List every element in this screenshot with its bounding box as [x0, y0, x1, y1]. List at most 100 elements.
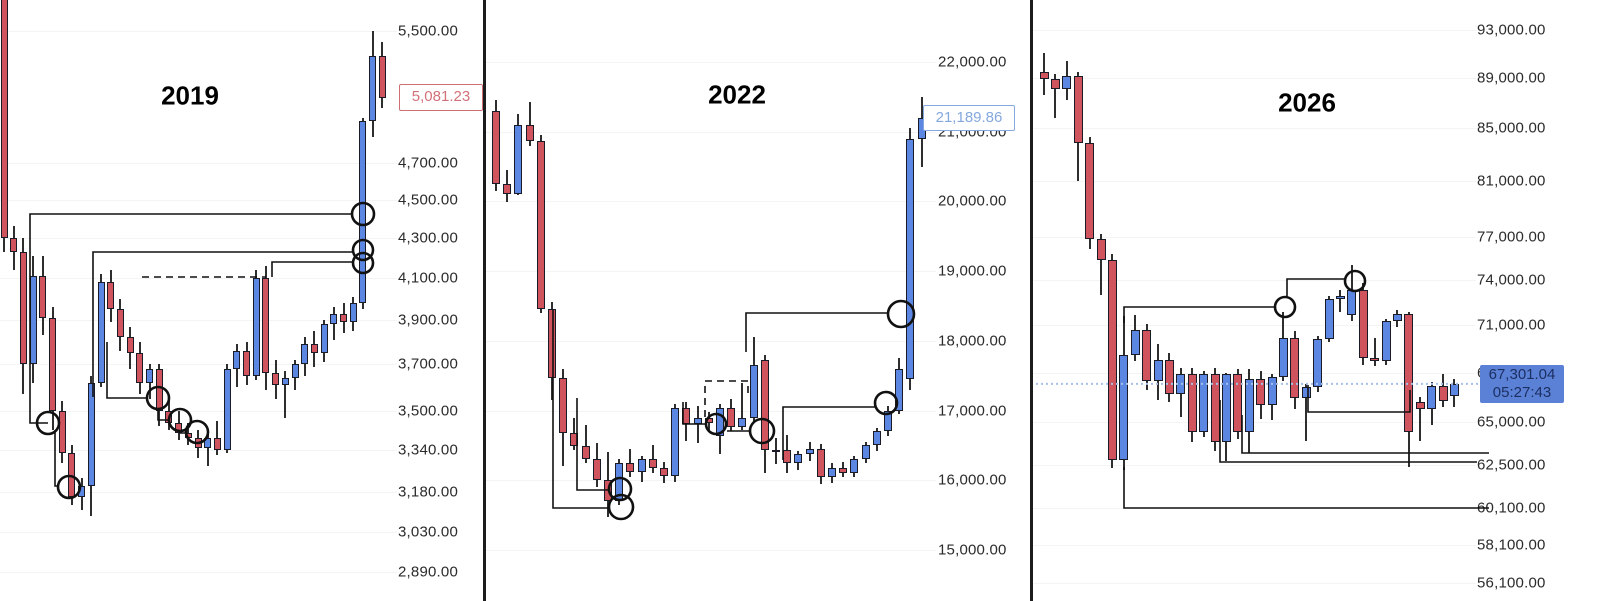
- candle: [570, 432, 579, 447]
- gridline: [1033, 325, 1476, 326]
- gridline: [0, 572, 397, 573]
- price-axis-label[interactable]: 2,890.00: [398, 563, 458, 581]
- gridline: [0, 492, 397, 493]
- price-axis-label[interactable]: 17,000.00: [938, 402, 1007, 420]
- candle: [1176, 374, 1186, 394]
- gridline: [1033, 465, 1476, 466]
- price-axis-label[interactable]: 19,000.00: [938, 262, 1007, 280]
- candle: [340, 313, 347, 323]
- price-axis-label[interactable]: 71,000.00: [1477, 316, 1546, 334]
- gridline: [486, 132, 936, 133]
- candle: [1370, 358, 1380, 362]
- candle: [1153, 359, 1163, 381]
- price-axis-label[interactable]: 3,700.00: [398, 355, 458, 373]
- price-axis-label[interactable]: 65,000.00: [1477, 413, 1546, 431]
- price-axis-label[interactable]: 3,180.00: [398, 483, 458, 501]
- price-axis-label[interactable]: 85,000.00: [1477, 119, 1546, 137]
- candle: [126, 337, 134, 353]
- candle: [1187, 374, 1197, 433]
- price-axis-label[interactable]: 58,100.00: [1477, 536, 1546, 554]
- panel-title-2026: 2026: [1278, 87, 1336, 118]
- candle: [805, 448, 814, 454]
- candle: [223, 368, 231, 451]
- gridline: [1033, 280, 1476, 281]
- price-axis-label[interactable]: 3,340.00: [398, 441, 458, 459]
- price-axis-label[interactable]: 74,000.00: [1477, 271, 1546, 289]
- countdown-timer: 05:27:43: [1492, 383, 1552, 401]
- last-price-badge: 21,189.86: [923, 105, 1015, 132]
- gridline: [1033, 181, 1476, 182]
- candle: [1062, 75, 1072, 90]
- gridline: [1033, 78, 1476, 79]
- price-axis-label[interactable]: 16,000.00: [938, 471, 1007, 489]
- price-axis-label[interactable]: 15,000.00: [938, 541, 1007, 559]
- candle: [548, 308, 556, 378]
- price-axis-label[interactable]: 5,500.00: [398, 22, 458, 40]
- candle: [369, 55, 377, 122]
- last-price-badge: 67,301.04 05:27:43: [1480, 364, 1564, 403]
- price-axis-label[interactable]: 60,100.00: [1477, 499, 1546, 517]
- candle: [716, 408, 724, 437]
- price-axis-label[interactable]: 77,000.00: [1477, 228, 1546, 246]
- price-axis-label[interactable]: 4,700.00: [398, 154, 458, 172]
- candle: [559, 377, 568, 433]
- price-axis-label[interactable]: 89,000.00: [1477, 69, 1546, 87]
- candle: [10, 237, 18, 252]
- price-axis-label[interactable]: 56,100.00: [1477, 574, 1546, 592]
- gridline: [0, 320, 397, 321]
- candle: [1267, 376, 1277, 406]
- candle: [660, 467, 668, 477]
- price-axis-label[interactable]: 4,300.00: [398, 229, 458, 247]
- price-axis-label[interactable]: 62,500.00: [1477, 456, 1546, 474]
- candle: [738, 417, 747, 428]
- candle: [671, 408, 680, 477]
- candle: [1142, 329, 1152, 381]
- candle: [772, 450, 780, 453]
- plot-area-2026[interactable]: [1033, 0, 1476, 601]
- gridline: [0, 278, 397, 279]
- candle: [581, 446, 590, 459]
- price-axis-label[interactable]: 81,000.00: [1477, 172, 1546, 190]
- panel-title-2022: 2022: [708, 79, 766, 110]
- candle: [1130, 329, 1140, 355]
- candle: [97, 282, 105, 383]
- candle: [301, 344, 309, 365]
- candle: [704, 417, 713, 424]
- candle: [1358, 290, 1368, 359]
- price-axis-label[interactable]: 3,500.00: [398, 402, 458, 420]
- candle: [330, 313, 338, 325]
- price-axis-label[interactable]: 3,900.00: [398, 311, 458, 329]
- candle: [213, 437, 221, 451]
- candle: [1039, 71, 1049, 80]
- candle: [310, 344, 318, 353]
- candle: [1290, 337, 1300, 398]
- candle-wick: [1100, 233, 1102, 295]
- price-axis-label[interactable]: 4,500.00: [398, 191, 458, 209]
- chart-panel-2026: 2026 93,000.00 89,000.00 85,000.00 81,000.00…: [1033, 0, 1600, 601]
- price-axis-label[interactable]: 3,030.00: [398, 523, 458, 541]
- candle: [1392, 313, 1402, 321]
- candle: [749, 364, 758, 418]
- candle: [693, 417, 702, 424]
- price-axis-label[interactable]: 18,000.00: [938, 332, 1007, 350]
- gridline: [0, 238, 397, 239]
- candle: [0, 0, 8, 238]
- candle: [1210, 374, 1220, 443]
- price-axis-label[interactable]: 20,000.00: [938, 192, 1007, 210]
- candle: [1073, 75, 1083, 143]
- candle: [1415, 401, 1425, 409]
- candle: [525, 125, 534, 141]
- price-axis-label[interactable]: 93,000.00: [1477, 21, 1546, 39]
- gridline: [486, 201, 936, 202]
- candle: [1324, 299, 1334, 340]
- candle: [884, 410, 892, 432]
- gridline: [1033, 373, 1476, 374]
- candle: [281, 378, 289, 385]
- candle: [514, 125, 523, 195]
- price-axis-label[interactable]: 22,000.00: [938, 53, 1007, 71]
- candle: [1313, 339, 1323, 388]
- price-axis-label[interactable]: 4,100.00: [398, 269, 458, 287]
- gridline: [0, 163, 397, 164]
- candle: [1221, 374, 1231, 443]
